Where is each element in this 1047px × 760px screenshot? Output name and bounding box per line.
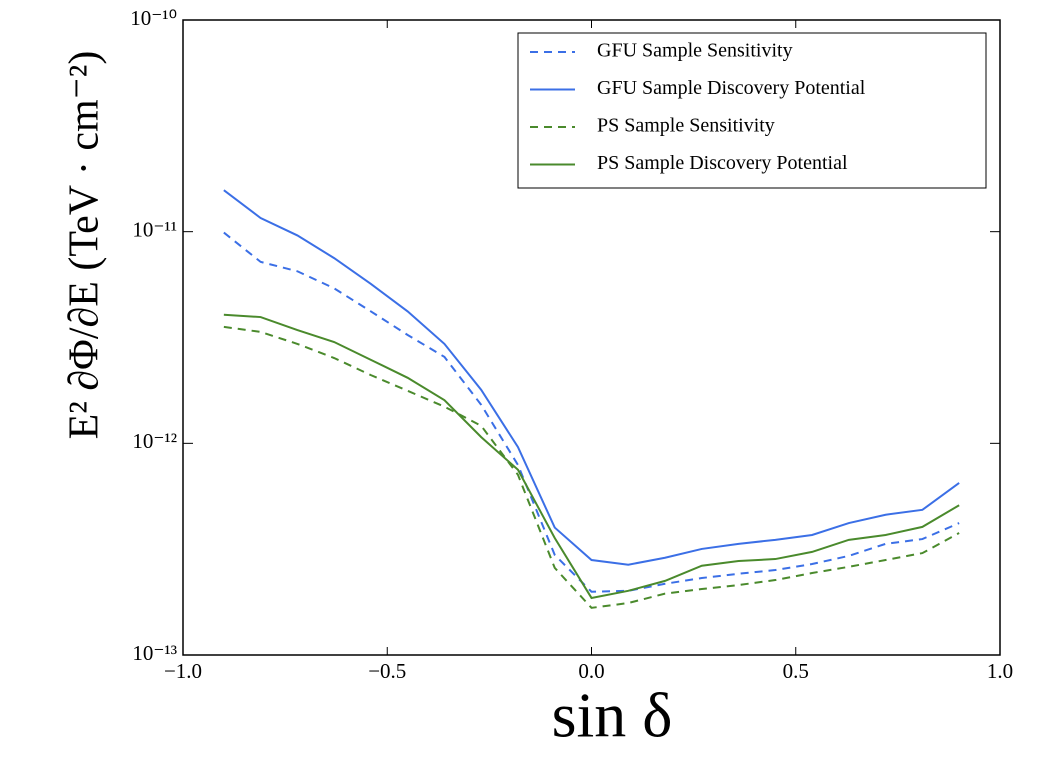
- x-tick-label: −0.5: [368, 659, 406, 683]
- y-tick-label: 10⁻¹²: [132, 429, 177, 453]
- legend-label: GFU Sample Discovery Potential: [597, 77, 866, 99]
- legend-label: GFU Sample Sensitivity: [597, 40, 793, 62]
- y-tick-label: 10⁻¹¹: [132, 217, 177, 241]
- legend-label: PS Sample Sensitivity: [597, 115, 775, 137]
- legend-label: PS Sample Discovery Potential: [597, 152, 848, 174]
- x-tick-label: −1.0: [164, 659, 202, 683]
- x-axis-label: sin δ: [552, 680, 673, 751]
- data-line: [223, 325, 960, 609]
- legend-box: [517, 32, 987, 189]
- x-tick-label: 1.0: [987, 659, 1013, 683]
- y-tick-label: 10⁻¹⁰: [130, 6, 177, 30]
- y-axis-label: E² ∂Φ/∂E (TeV · cm⁻²): [62, 51, 108, 440]
- data-line: [223, 189, 960, 566]
- data-line: [223, 231, 960, 593]
- y-tick-label: 10⁻¹³: [132, 641, 177, 665]
- x-tick-label: 0.0: [578, 659, 604, 683]
- x-tick-label: 0.5: [783, 659, 809, 683]
- data-line: [223, 313, 960, 600]
